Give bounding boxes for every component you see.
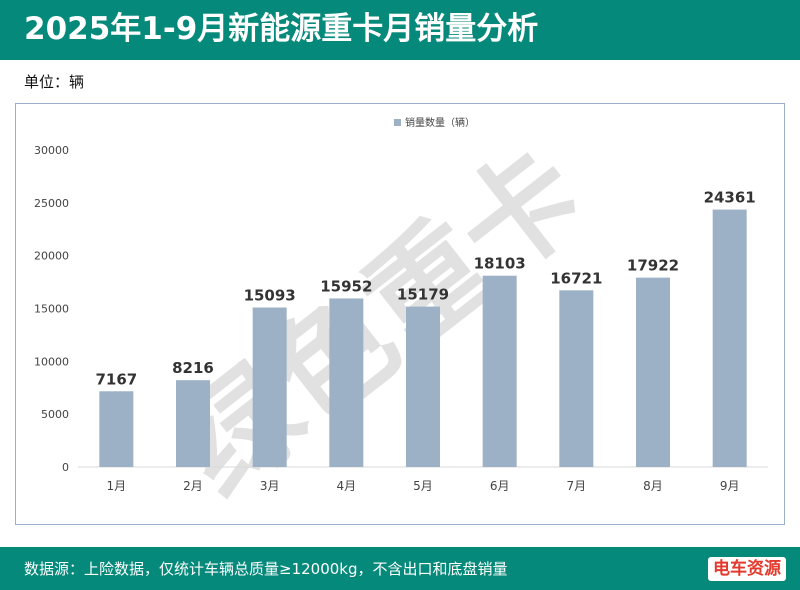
watermark-text: 绿色重卡	[152, 122, 609, 521]
legend-swatch	[394, 119, 401, 126]
data-label: 17922	[627, 257, 679, 275]
footer-bar: 数据源：上险数据，仅统计车辆总质量≥12000kg，不含出口和底盘销量 电车资源	[0, 547, 800, 590]
header-bar: 2025年1-9月新能源重卡月销量分析	[0, 0, 800, 60]
bar	[252, 307, 287, 467]
bar	[329, 298, 364, 467]
x-tick-label: 9月	[720, 479, 740, 493]
bar	[482, 275, 517, 467]
y-tick-label: 30000	[34, 144, 69, 157]
bar	[712, 209, 747, 467]
y-axis: 0 5000 10000 15000 20000 25000 30000	[34, 144, 69, 474]
data-source-note: 数据源：上险数据，仅统计车辆总质量≥12000kg，不含出口和底盘销量	[24, 560, 508, 578]
x-tick-label: 8月	[643, 479, 663, 493]
bar	[636, 277, 670, 467]
bar	[406, 306, 440, 467]
data-label: 16721	[550, 269, 602, 287]
y-tick-label: 10000	[34, 355, 69, 368]
bar	[176, 380, 210, 467]
y-tick-label: 5000	[41, 408, 69, 421]
x-tick-label: 7月	[567, 479, 587, 493]
bar-chart: 绿色重卡 销量数量（辆） 0 5000 10000 15000 20000 25000 30…	[34, 116, 768, 521]
y-tick-label: 20000	[34, 250, 69, 263]
y-tick-label: 15000	[34, 303, 69, 316]
chart-legend: 销量数量（辆）	[394, 116, 475, 129]
brand-logo: 电车资源	[708, 557, 786, 581]
data-label: 15952	[320, 277, 372, 295]
bar	[559, 290, 594, 467]
data-label: 15179	[397, 286, 449, 304]
data-label: 18103	[474, 255, 526, 273]
legend-label: 销量数量（辆）	[405, 116, 475, 129]
x-tick-label: 2月	[183, 479, 203, 493]
x-tick-label: 3月	[260, 479, 280, 493]
x-tick-label: 4月	[337, 479, 357, 493]
x-tick-label: 5月	[413, 479, 433, 493]
data-label: 7167	[95, 370, 137, 388]
data-label: 8216	[172, 359, 214, 377]
y-tick-label: 25000	[34, 197, 69, 210]
page-title: 2025年1-9月新能源重卡月销量分析	[24, 11, 539, 47]
y-tick-label: 0	[62, 461, 69, 474]
unit-label: 单位：辆	[24, 73, 85, 91]
data-label: 15093	[244, 287, 296, 305]
x-tick-label: 1月	[107, 479, 127, 493]
x-tick-label: 6月	[490, 479, 510, 493]
x-axis: 1月 2月 3月 4月 5月 6月 7月 8月 9月	[107, 479, 740, 493]
bar-series: 7167 8216 15093 15952 15179 18103 16721 17922 24…	[95, 189, 756, 467]
data-label: 24361	[704, 189, 756, 207]
chart-container: 绿色重卡 销量数量（辆） 0 5000 10000 15000 20000 25000 30…	[15, 103, 785, 525]
bar	[99, 391, 134, 467]
